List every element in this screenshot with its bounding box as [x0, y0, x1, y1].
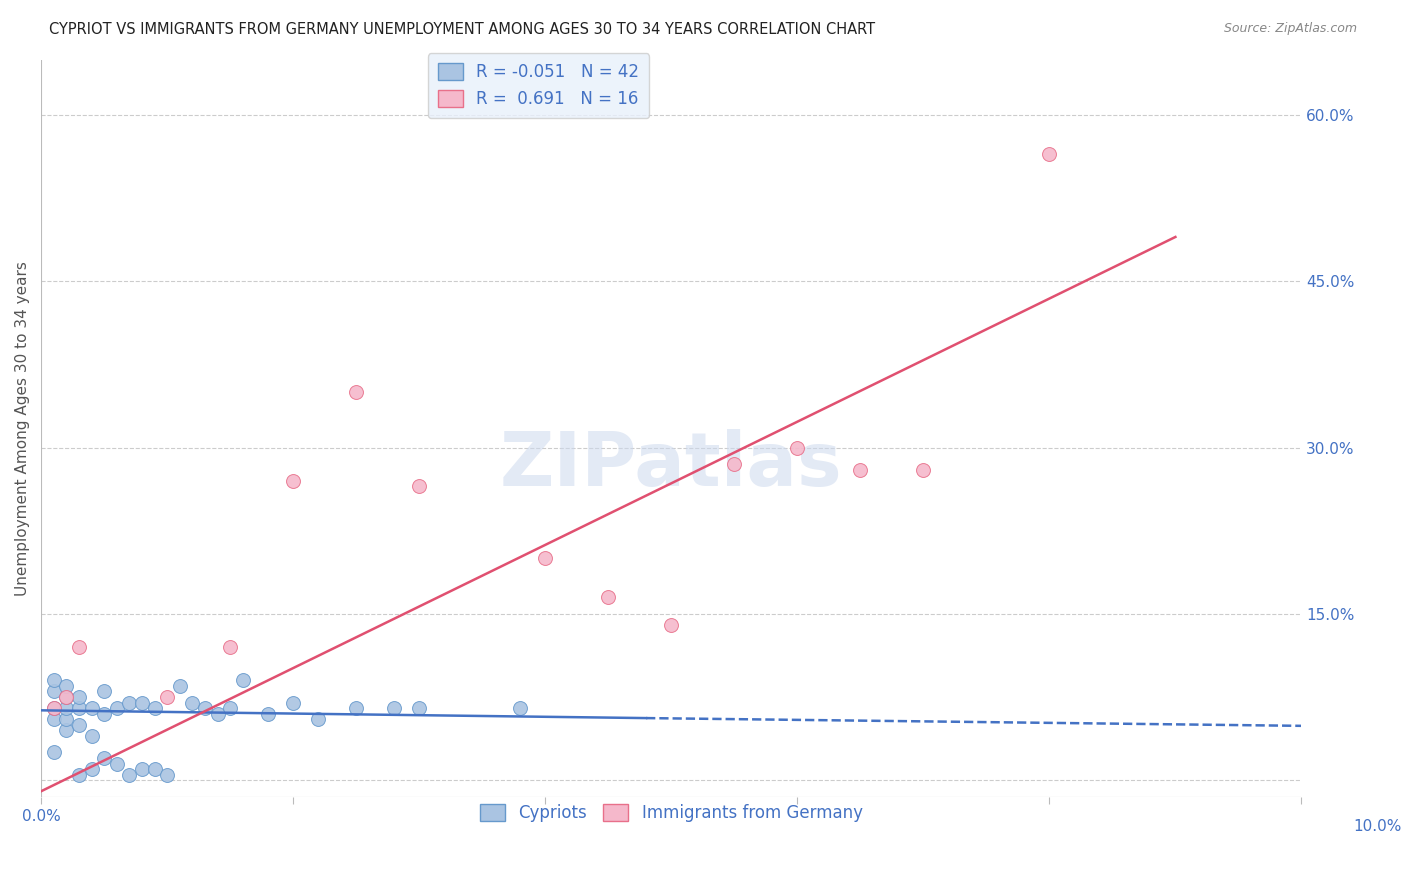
Point: [598, 591, 620, 605]
Point: [93, 684, 115, 698]
Point: [232, 673, 254, 688]
Point: [55, 712, 77, 726]
Point: [156, 690, 179, 704]
Point: [42, 701, 65, 715]
Point: [67, 640, 90, 654]
Point: [105, 756, 128, 771]
Point: [534, 551, 557, 566]
Point: [55, 690, 77, 704]
Point: [723, 457, 745, 471]
Point: [93, 751, 115, 765]
Point: [509, 701, 531, 715]
Point: [912, 463, 935, 477]
Point: [105, 701, 128, 715]
Point: [219, 640, 242, 654]
Point: [55, 690, 77, 704]
Legend: Cypriots, Immigrants from Germany: Cypriots, Immigrants from Germany: [472, 797, 869, 829]
Point: [382, 701, 405, 715]
Point: [659, 618, 682, 632]
Point: [67, 690, 90, 704]
Text: ZIPatlas: ZIPatlas: [501, 428, 842, 501]
Point: [283, 474, 305, 488]
Point: [67, 767, 90, 781]
Point: [42, 701, 65, 715]
Point: [80, 729, 103, 743]
Point: [143, 701, 166, 715]
Point: [93, 706, 115, 721]
Point: [55, 701, 77, 715]
Point: [42, 712, 65, 726]
Point: [849, 463, 872, 477]
Point: [344, 701, 367, 715]
Point: [131, 762, 153, 776]
Point: [118, 767, 141, 781]
Point: [156, 767, 179, 781]
Point: [55, 723, 77, 738]
Point: [55, 679, 77, 693]
Point: [42, 746, 65, 760]
Point: [181, 696, 204, 710]
Text: 10.0%: 10.0%: [1353, 819, 1402, 834]
Point: [194, 701, 217, 715]
Point: [219, 701, 242, 715]
Point: [169, 679, 191, 693]
Point: [283, 696, 305, 710]
Point: [408, 701, 430, 715]
Point: [207, 706, 229, 721]
Text: CYPRIOT VS IMMIGRANTS FROM GERMANY UNEMPLOYMENT AMONG AGES 30 TO 34 YEARS CORREL: CYPRIOT VS IMMIGRANTS FROM GERMANY UNEMP…: [49, 22, 876, 37]
Point: [42, 673, 65, 688]
Point: [408, 479, 430, 493]
Point: [131, 696, 153, 710]
Point: [42, 684, 65, 698]
Point: [143, 762, 166, 776]
Point: [307, 712, 329, 726]
Point: [118, 696, 141, 710]
Y-axis label: Unemployment Among Ages 30 to 34 years: Unemployment Among Ages 30 to 34 years: [15, 260, 30, 596]
Point: [67, 717, 90, 731]
Point: [786, 441, 808, 455]
Point: [1038, 146, 1060, 161]
Point: [67, 701, 90, 715]
Point: [80, 701, 103, 715]
Point: [257, 706, 280, 721]
Point: [80, 762, 103, 776]
Text: Source: ZipAtlas.com: Source: ZipAtlas.com: [1223, 22, 1357, 36]
Point: [344, 385, 367, 400]
